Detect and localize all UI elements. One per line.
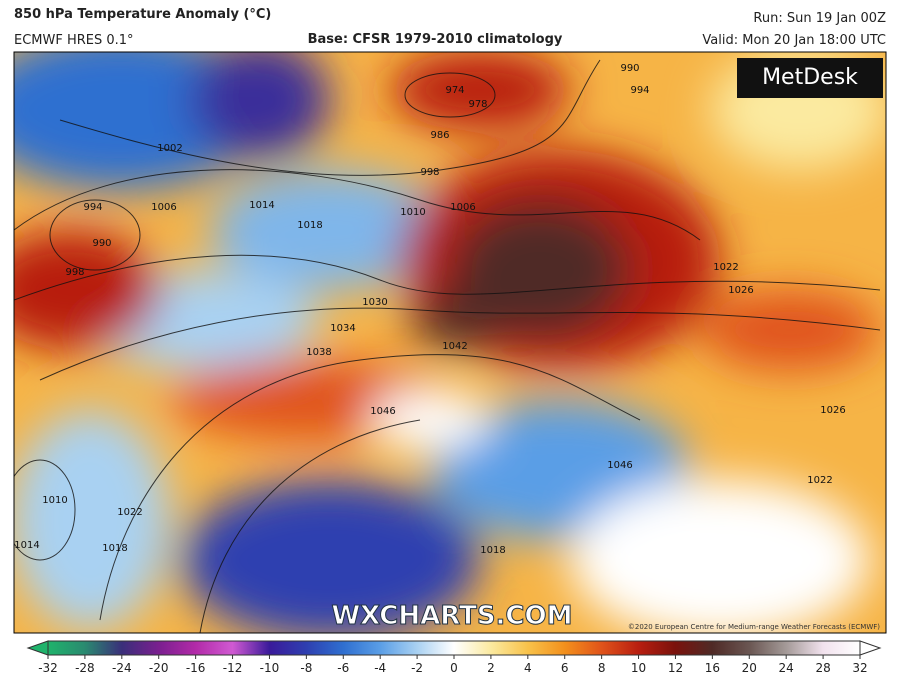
- colorbar-label: 28: [815, 661, 830, 675]
- isobar-label: 1022: [117, 507, 142, 518]
- colorbar-label: 6: [561, 661, 569, 675]
- colorbar-label: 20: [742, 661, 757, 675]
- isobar-label: 1010: [400, 207, 425, 218]
- colorbar-label: -2: [411, 661, 423, 675]
- isobar-label: 978: [468, 99, 487, 110]
- colorbar-label: -20: [149, 661, 169, 675]
- isobar-label: 1030: [362, 297, 387, 308]
- isobar-label: 1006: [151, 202, 176, 213]
- colorbar-label: -12: [223, 661, 243, 675]
- isobar-label: 998: [420, 167, 439, 178]
- colorbar-label: -4: [374, 661, 386, 675]
- isobar-label: 1046: [370, 406, 395, 417]
- copyright: ©2020 European Centre for Medium-range W…: [628, 623, 880, 631]
- isobar-label: 1014: [249, 200, 274, 211]
- isobar-label: 1022: [807, 475, 832, 486]
- colorbar-label: 2: [487, 661, 495, 675]
- colorbar-label: 8: [598, 661, 606, 675]
- colorbar-label: -8: [300, 661, 312, 675]
- isobar-label: 1038: [306, 347, 331, 358]
- colorbar-label: 16: [705, 661, 720, 675]
- isobar-label: 998: [65, 267, 84, 278]
- isobar-label: 1014: [14, 540, 39, 551]
- colorbar: [47, 640, 861, 656]
- isobar-label: 1018: [102, 543, 127, 554]
- colorbar-label: 24: [779, 661, 794, 675]
- colorbar-label: 12: [668, 661, 683, 675]
- isobar-label: 1026: [728, 285, 753, 296]
- isobar-label: 1018: [480, 545, 505, 556]
- run: Run: Sun 19 Jan 00Z: [753, 11, 886, 26]
- colorbar-label: 4: [524, 661, 532, 675]
- colorbar-label: -6: [337, 661, 349, 675]
- isobar-label: 1046: [607, 460, 632, 471]
- colorbar-label: -28: [75, 661, 95, 675]
- isobar-label: 1010: [42, 495, 67, 506]
- colorbar-arrow-right: [859, 640, 882, 656]
- title: 850 hPa Temperature Anomaly (°C): [14, 7, 271, 22]
- colorbar-label: -24: [112, 661, 132, 675]
- isobar-label: 986: [430, 130, 449, 141]
- isobar-label: 1018: [297, 220, 322, 231]
- colorbar-label: 0: [450, 661, 458, 675]
- isobar-label: 990: [620, 63, 639, 74]
- colorbar-label: -10: [260, 661, 280, 675]
- isobar-label: 1022: [713, 262, 738, 273]
- isobar-label: 994: [630, 85, 649, 96]
- isobar-label: 994: [83, 202, 102, 213]
- logo-box: [737, 58, 883, 98]
- colorbar-label: 32: [852, 661, 867, 675]
- colorbar-label: -32: [38, 661, 58, 675]
- colorbar-label: -16: [186, 661, 206, 675]
- model: ECMWF HRES 0.1°: [14, 33, 134, 48]
- isobar-label: 974: [445, 85, 464, 96]
- map: 994 990 998 1002 1006 1014 1018 998 1010 1006 986 9…: [14, 52, 886, 633]
- base: Base: CFSR 1979-2010 climatology: [308, 32, 563, 47]
- map-frame: [13, 51, 887, 634]
- colorbar-arrow-left: [26, 640, 49, 656]
- isobar-label: 1026: [820, 405, 845, 416]
- valid: Valid: Mon 20 Jan 18:00 UTC: [702, 33, 886, 48]
- isobar-label: 1002: [157, 143, 182, 154]
- isobar-label: 1042: [442, 341, 467, 352]
- colorbar-label: 10: [631, 661, 646, 675]
- logo: MetDesk: [762, 65, 858, 90]
- watermark: WXCHARTS.COM: [331, 601, 572, 631]
- isobar-label: 1006: [450, 202, 475, 213]
- isobar-label: 1034: [330, 323, 355, 334]
- isobar-label: 990: [92, 238, 111, 249]
